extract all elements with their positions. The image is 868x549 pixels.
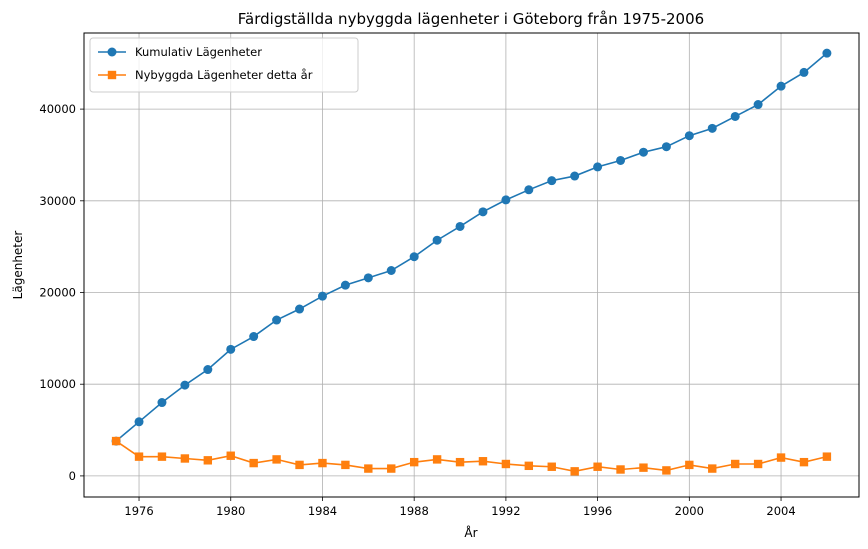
data-point-square <box>203 456 213 465</box>
legend-marker-square <box>107 70 117 80</box>
data-point-square <box>364 464 373 473</box>
data-point-square <box>570 467 579 476</box>
y-tick-label: 10000 <box>39 377 76 391</box>
data-point-circle <box>272 315 282 325</box>
x-tick-label: 1996 <box>583 504 612 518</box>
data-point-square <box>180 454 190 463</box>
data-point-circle <box>707 123 717 133</box>
data-point-square <box>134 452 144 461</box>
data-point-square <box>662 466 671 475</box>
data-point-circle <box>249 332 259 342</box>
data-point-square <box>272 455 281 464</box>
data-point-square <box>455 457 465 467</box>
data-point-circle <box>661 142 671 152</box>
data-point-square <box>318 458 327 468</box>
data-point-circle <box>203 365 213 375</box>
x-tick-label: 1988 <box>400 504 429 518</box>
data-point-square <box>249 458 258 468</box>
x-axis-label: År <box>464 525 477 540</box>
data-point-square <box>432 455 442 464</box>
data-point-square <box>501 459 511 469</box>
data-point-circle <box>478 207 488 217</box>
data-point-square <box>799 457 809 467</box>
data-point-square <box>753 459 763 469</box>
y-tick-label: 0 <box>69 469 76 483</box>
x-tick-label: 1992 <box>491 504 520 518</box>
chart-title: Färdigställda nybyggda lägenheter i Göte… <box>238 10 704 28</box>
y-tick-label: 20000 <box>39 286 76 300</box>
data-point-circle <box>157 398 167 408</box>
data-point-square <box>685 460 694 470</box>
data-point-square <box>616 465 625 474</box>
data-point-square <box>822 452 832 461</box>
data-point-circle <box>524 185 534 195</box>
data-point-square <box>708 464 717 473</box>
series-2 <box>111 436 832 476</box>
data-point-square <box>593 462 602 471</box>
y-axis-label: Lägenheter <box>11 231 25 300</box>
data-point-circle <box>776 81 786 91</box>
data-point-circle <box>180 380 190 390</box>
x-tick-label: 2000 <box>675 504 704 518</box>
plot-frame <box>83 32 860 498</box>
y-tick-label: 40000 <box>39 102 76 116</box>
data-point-square <box>547 462 556 471</box>
data-point-circle <box>363 273 373 283</box>
data-point-square <box>157 452 167 461</box>
y-tick-label: 30000 <box>39 194 76 208</box>
data-point-square <box>111 436 121 446</box>
data-point-square <box>387 464 396 473</box>
data-point-circle <box>570 171 580 181</box>
data-point-circle <box>295 304 305 314</box>
data-point-circle <box>134 417 144 427</box>
data-point-square <box>478 457 488 466</box>
data-point-circle <box>317 291 327 301</box>
legend-box <box>89 37 359 93</box>
x-tick-label: 1980 <box>216 504 245 518</box>
legend-marker-circle <box>107 47 117 57</box>
data-point-circle <box>386 266 396 276</box>
data-point-square <box>776 453 786 462</box>
legend-label: Nybyggda Lägenheter detta år <box>135 68 313 82</box>
data-point-circle <box>455 221 465 231</box>
data-point-square <box>295 460 304 470</box>
data-point-circle <box>822 48 832 58</box>
data-point-circle <box>226 344 236 354</box>
series-1 <box>111 48 832 446</box>
data-point-circle <box>340 280 350 290</box>
legend-item-2: Nybyggda Lägenheter detta år <box>98 68 313 82</box>
legend-item-1: Kumulativ Lägenheter <box>98 45 262 59</box>
data-point-square <box>524 461 534 471</box>
data-point-circle <box>409 252 419 262</box>
data-point-circle <box>730 111 740 121</box>
x-tick-label: 2004 <box>766 504 795 518</box>
data-point-square <box>226 451 235 460</box>
ticks: 1976 1980 1984 1988 1992 1996 2000 2004 0 10000 20… <box>39 102 795 518</box>
x-tick-label: 1984 <box>308 504 337 518</box>
grid <box>84 33 859 497</box>
data-point-circle <box>799 67 809 77</box>
data-point-square <box>639 463 648 472</box>
data-point-circle <box>501 195 511 205</box>
legend-label: Kumulativ Lägenheter <box>135 45 262 59</box>
data-point-circle <box>684 131 694 141</box>
data-point-circle <box>547 176 557 186</box>
data-point-square <box>730 459 740 469</box>
data-point-circle <box>753 100 763 110</box>
data-point-circle <box>616 155 626 165</box>
data-point-square <box>409 457 419 467</box>
x-tick-label: 1976 <box>124 504 153 518</box>
series-layer <box>111 48 832 476</box>
data-point-circle <box>432 235 442 245</box>
data-point-circle <box>593 162 603 172</box>
data-point-circle <box>638 147 648 157</box>
data-point-square <box>341 460 350 470</box>
legend: Kumulativ Lägenheter Nybyggda Lägenheter … <box>89 37 359 93</box>
